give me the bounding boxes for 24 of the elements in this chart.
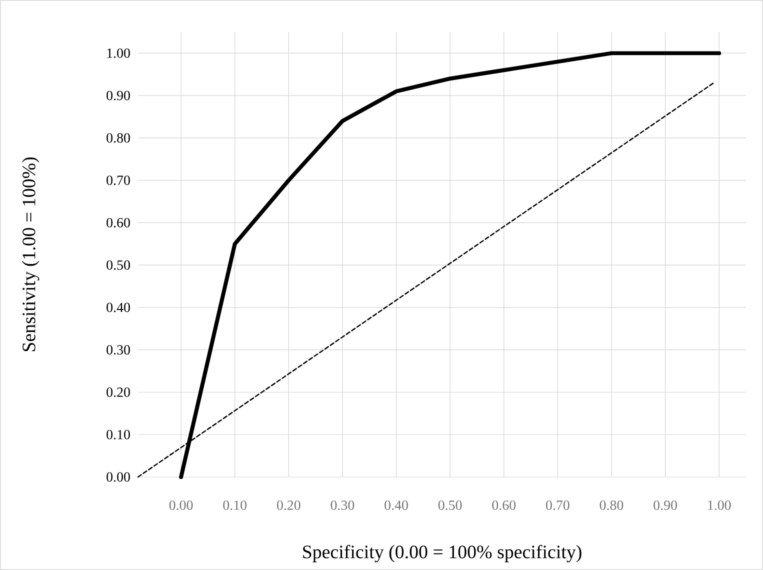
x-tick-label: 0.00 bbox=[169, 500, 193, 510]
x-tick-label: 0.20 bbox=[276, 500, 300, 510]
x-tick-label: 1.00 bbox=[708, 500, 731, 510]
x-tick-label: 0.30 bbox=[330, 500, 354, 510]
y-tick-label: 0.00 bbox=[106, 472, 130, 482]
y-axis-title: Sensitivity (1.00 = 100%) bbox=[22, 157, 40, 352]
y-tick-label: 0.20 bbox=[106, 387, 130, 397]
x-tick-label: 0.70 bbox=[546, 500, 570, 510]
y-tick-label: 0.30 bbox=[106, 345, 130, 355]
x-tick-label: 0.80 bbox=[600, 500, 624, 510]
y-tick-label: 1.00 bbox=[107, 48, 130, 58]
y-tick-label: 0.10 bbox=[106, 430, 130, 440]
y-tick-label: 0.90 bbox=[106, 90, 130, 100]
x-tick-label: 0.90 bbox=[654, 500, 677, 510]
x-tick-label: 0.60 bbox=[492, 500, 516, 510]
y-tick-label: 0.40 bbox=[106, 302, 130, 312]
x-axis-title: Specificity (0.00 = 100% specificity) bbox=[303, 544, 582, 562]
x-tick-label: 0.10 bbox=[223, 500, 247, 510]
x-tick-label: 0.50 bbox=[438, 500, 462, 510]
x-tick-label: 0.40 bbox=[384, 500, 408, 510]
y-tick-label: 0.70 bbox=[106, 176, 130, 186]
y-tick-label: 0.80 bbox=[106, 133, 130, 143]
y-tick-label: 0.60 bbox=[106, 218, 130, 228]
y-tick-label: 0.50 bbox=[106, 260, 130, 270]
